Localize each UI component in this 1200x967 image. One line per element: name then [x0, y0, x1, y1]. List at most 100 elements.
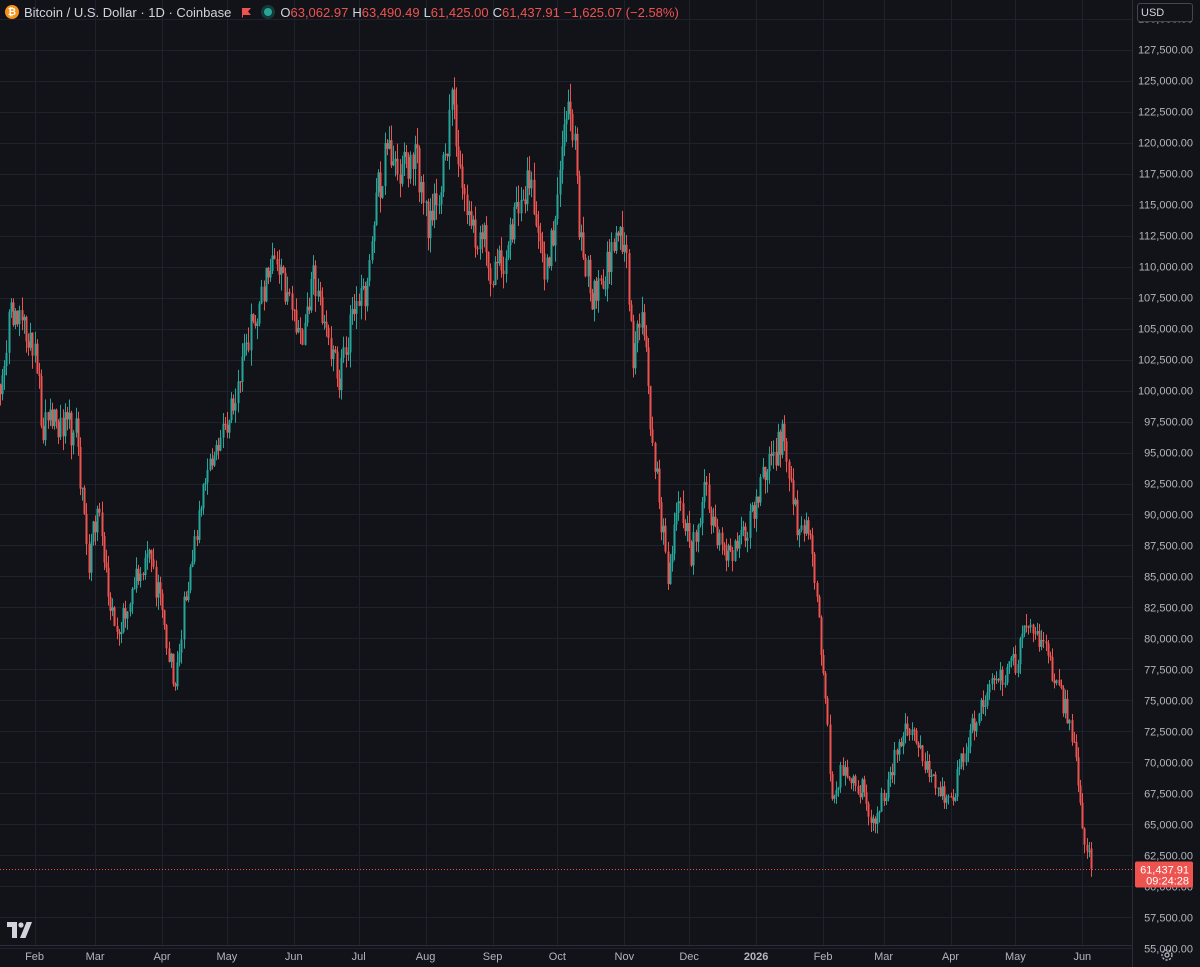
candle — [1071, 713, 1074, 746]
candle — [234, 388, 237, 423]
time-tick-label: Mar — [86, 951, 105, 963]
candle — [848, 776, 851, 781]
candle — [995, 671, 998, 684]
candle-body — [135, 568, 138, 589]
candle — [734, 539, 737, 562]
candle-body — [176, 662, 179, 687]
candle-body — [781, 423, 784, 455]
candle-body — [954, 796, 957, 801]
candle — [664, 518, 667, 554]
candle-body — [1021, 633, 1024, 639]
candle-body — [533, 179, 536, 215]
candle-body — [349, 314, 352, 353]
tradingview-logo[interactable] — [7, 921, 33, 939]
candle-body — [381, 186, 384, 198]
candle — [906, 716, 909, 737]
candle — [230, 392, 233, 424]
candle-body — [1077, 757, 1080, 786]
candle — [340, 349, 343, 400]
candle-body — [939, 787, 942, 797]
candle — [44, 399, 47, 446]
candle — [984, 695, 987, 717]
candle-body — [498, 250, 501, 264]
candle-body — [630, 304, 633, 321]
candle — [783, 415, 786, 452]
symbol-title[interactable]: Bitcoin / U.S. Dollar · 1D · Coinbase — [24, 4, 232, 20]
candle-body — [64, 412, 67, 437]
candle — [442, 152, 445, 197]
candle — [500, 237, 503, 278]
candle-body — [559, 169, 562, 195]
candle-body — [146, 553, 149, 558]
candle — [1006, 663, 1009, 686]
candle — [844, 760, 847, 786]
candle — [699, 517, 702, 528]
candle-body — [986, 692, 989, 706]
candle-body — [563, 124, 566, 147]
candle — [896, 748, 899, 763]
candle-body — [695, 532, 698, 542]
candle — [176, 650, 179, 690]
candle-body — [170, 653, 173, 662]
candle-body — [96, 508, 99, 533]
candle — [152, 548, 155, 570]
candle-body — [574, 133, 577, 141]
candle-body — [736, 540, 739, 549]
candle — [546, 254, 549, 283]
flag-icon[interactable] — [241, 7, 252, 18]
candle — [790, 465, 793, 483]
candle-body — [861, 779, 864, 798]
candle — [807, 516, 810, 540]
candle-body — [327, 327, 330, 339]
candle-body — [1083, 828, 1086, 845]
candle-body — [941, 786, 944, 797]
open-key: O — [280, 4, 291, 20]
candle-body — [565, 119, 568, 125]
candle-body — [1060, 684, 1063, 688]
candle — [891, 763, 894, 783]
candle — [751, 502, 754, 513]
candle — [770, 441, 773, 466]
price-tick-label: 105,000.00 — [1138, 324, 1193, 336]
candle-body — [509, 224, 512, 246]
candle-body — [468, 211, 471, 216]
candle — [373, 221, 376, 254]
candle — [371, 236, 374, 264]
candle-body — [1036, 631, 1039, 634]
candle — [317, 278, 320, 302]
candle — [915, 728, 918, 745]
candle-body — [604, 288, 607, 290]
candle-body — [342, 347, 345, 358]
candle — [282, 265, 285, 274]
candle — [1001, 666, 1004, 697]
candle — [481, 224, 484, 254]
price-tick-label: 97,500.00 — [1144, 417, 1193, 429]
candle-body — [392, 161, 395, 166]
candle-body — [310, 278, 313, 311]
candle-body — [414, 144, 417, 170]
candle-body — [669, 562, 672, 585]
candle — [38, 362, 41, 389]
candle — [662, 518, 665, 545]
candle-body — [418, 148, 421, 193]
candle-body — [401, 163, 404, 184]
candle-body — [232, 398, 235, 411]
candle — [105, 549, 108, 573]
candle — [530, 171, 533, 198]
candle-body — [597, 278, 600, 301]
candle-body — [375, 192, 378, 225]
candle-body — [105, 562, 108, 568]
candle — [379, 161, 382, 213]
currency-button[interactable]: USD — [1137, 3, 1193, 22]
settings-gear-icon[interactable] — [1160, 948, 1174, 962]
candle-body — [55, 409, 58, 422]
candle-body — [775, 451, 778, 466]
candle — [133, 577, 136, 590]
candle-body — [610, 242, 613, 272]
candle — [1032, 623, 1035, 643]
grid-lines — [0, 0, 1132, 949]
price-tick-label: 127,500.00 — [1138, 45, 1193, 57]
candle — [16, 310, 19, 327]
candle-body — [217, 445, 220, 451]
